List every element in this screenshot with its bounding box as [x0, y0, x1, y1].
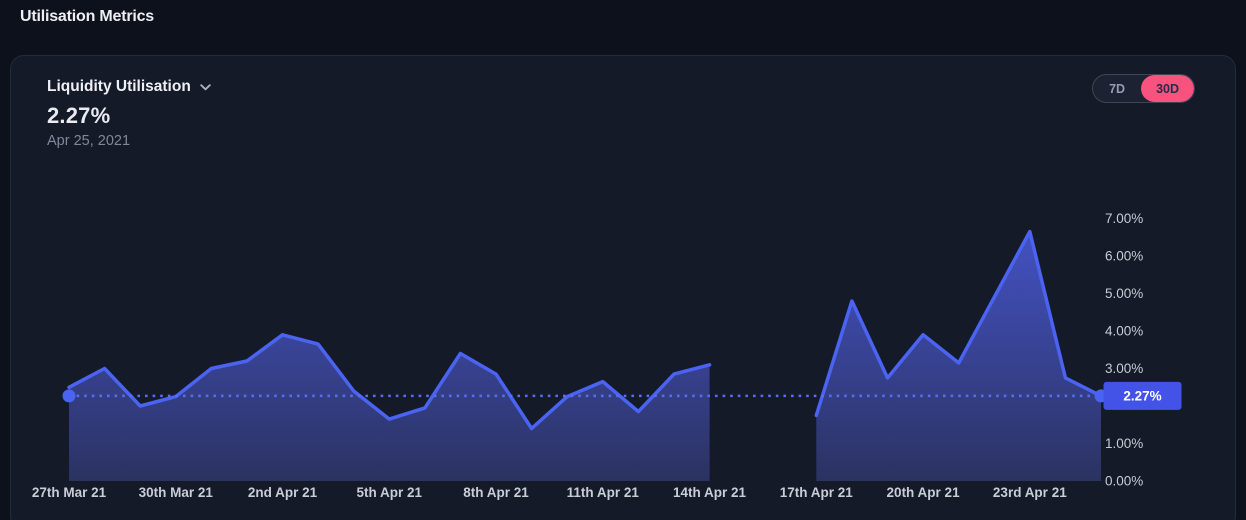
range-toggle: 7D 30D [1092, 74, 1195, 103]
x-axis-label: 30th Mar 21 [139, 485, 214, 500]
metric-block: Liquidity Utilisation 2.27% Apr 25, 2021 [47, 78, 211, 149]
liquidity-utilisation-card: 7.00% 6.00% 5.00% 4.00% 3.00% 1.00% 0.00% 2.27%… [10, 55, 1236, 520]
y-axis-label: 0.00% [1105, 474, 1143, 489]
chart-line-1 [814, 229, 1103, 418]
x-axis-label: 23rd Apr 21 [993, 485, 1067, 500]
chevron-down-icon [200, 83, 211, 90]
range-7d-button[interactable]: 7D [1093, 75, 1141, 102]
current-value-badge-label: 2.27% [1123, 389, 1161, 404]
metric-selector-label: Liquidity Utilisation [47, 78, 191, 95]
x-axis-label: 8th Apr 21 [463, 485, 529, 500]
x-axis-label: 27th Mar 21 [32, 485, 107, 500]
liquidity-utilisation-chart[interactable]: 7.00% 6.00% 5.00% 4.00% 3.00% 1.00% 0.00% 2.27%… [11, 56, 1235, 520]
current-value-badge [1103, 381, 1182, 410]
x-axis-label: 2nd Apr 21 [248, 485, 318, 500]
x-axis-label: 14th Apr 21 [673, 485, 747, 500]
x-axis-label: 11th Apr 21 [567, 485, 640, 500]
y-axis-label: 4.00% [1105, 324, 1143, 339]
x-axis-label: 17th Apr 21 [780, 485, 854, 500]
y-axis-label: 7.00% [1105, 211, 1143, 226]
y-axis-label: 5.00% [1105, 286, 1143, 301]
chart-area-fill-0 [69, 334, 710, 481]
metric-current-date: Apr 25, 2021 [47, 133, 131, 149]
x-axis-label: 20th Apr 21 [887, 485, 961, 500]
metric-selector-dropdown[interactable]: Liquidity Utilisation [47, 78, 211, 96]
reference-start-dot [62, 389, 76, 403]
y-axis-label: 6.00% [1105, 249, 1143, 264]
y-axis-label: 1.00% [1105, 436, 1143, 451]
range-30d-button[interactable]: 30D [1141, 75, 1194, 102]
y-axis-label: 3.00% [1105, 361, 1143, 376]
page-title: Utilisation Metrics [20, 8, 155, 25]
chart-area-fill-1 [816, 231, 1101, 481]
metric-current-value: 2.27% [47, 103, 111, 128]
x-axis-label: 5th Apr 21 [357, 485, 423, 500]
